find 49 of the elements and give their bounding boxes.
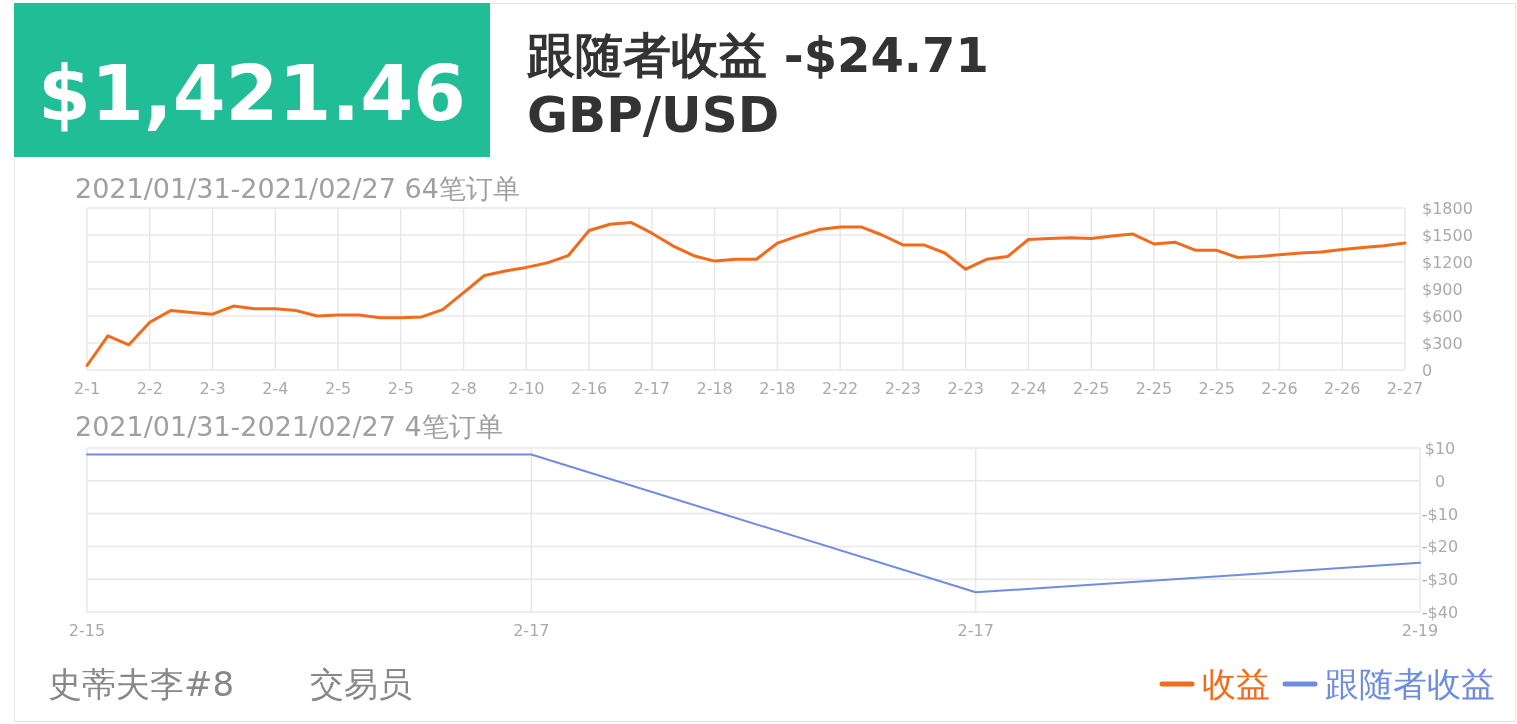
x-tick-label: 2-3 (199, 379, 226, 398)
legend-label: 跟随者收益 (1325, 664, 1495, 704)
y-tick-label: -$10 (1421, 504, 1459, 524)
x-tick-label: 2-19 (1401, 621, 1439, 640)
x-tick-label: 2-17 (633, 379, 671, 398)
x-tick-label: 2-25 (1073, 379, 1110, 398)
x-tick-label: 2-16 (570, 379, 608, 398)
chart-title: GBP/USD (527, 86, 780, 144)
x-tick-label: 2-24 (1010, 379, 1047, 398)
y-tick-label: -$40 (1421, 603, 1459, 622)
x-tick-label: 2-2 (136, 379, 163, 398)
x-tick-label: 2-15 (68, 621, 106, 640)
text: 史蒂夫李#8 (48, 664, 235, 704)
x-tick-label: 2-25 (1198, 379, 1235, 398)
x-tick-label: 2-5 (324, 379, 352, 398)
y-tick-label: $900 (1422, 280, 1463, 299)
y-tick-label: $10 (1424, 439, 1456, 458)
x-tick-label: 2-26 (1324, 379, 1361, 398)
x-tick-label: 2-17 (513, 621, 550, 640)
x-tick-label: 2-25 (1135, 379, 1173, 398)
x-tick-label: 2-18 (696, 379, 733, 398)
chart-subtitle: 2021/01/31-2021/02/27 64笔订单 (75, 173, 520, 204)
y-tick-label: $1800 (1422, 199, 1473, 218)
y-tick-label: $300 (1422, 334, 1463, 353)
text: $1,421.46 (38, 49, 466, 138)
x-tick-label: 2-17 (957, 621, 994, 640)
x-tick-label: 2-8 (450, 379, 477, 398)
y-tick-label: $1500 (1422, 226, 1473, 245)
x-tick-label: 2-23 (884, 379, 922, 398)
x-tick-label: 2-26 (1261, 379, 1298, 398)
x-tick-label: 2-1 (73, 379, 101, 398)
line-series (85, 220, 1407, 367)
x-tick-label: 2-5 (387, 379, 414, 398)
y-tick-label: -$20 (1421, 537, 1459, 557)
x-tick-label: 2-23 (947, 379, 984, 398)
y-tick-label: 0 (1422, 361, 1433, 380)
y-tick-label: 0 (1434, 471, 1446, 491)
x-tick-label: 2-27 (1386, 379, 1424, 398)
x-tick-label: 2-4 (262, 379, 289, 398)
y-tick-label: $600 (1422, 307, 1463, 326)
text: 交易员 (310, 664, 412, 704)
legend-label: 收益 (1202, 664, 1270, 704)
text: 跟随者收益 -$24.71 (526, 27, 989, 83)
y-tick-label: -$30 (1421, 570, 1459, 590)
x-tick-label: 2-10 (508, 379, 545, 398)
chart-subtitle: 2021/01/31-2021/02/27 4笔订单 (75, 411, 503, 442)
y-tick-label: $1200 (1422, 253, 1473, 272)
x-tick-label: 2-18 (759, 379, 796, 398)
x-tick-label: 2-22 (821, 379, 859, 398)
